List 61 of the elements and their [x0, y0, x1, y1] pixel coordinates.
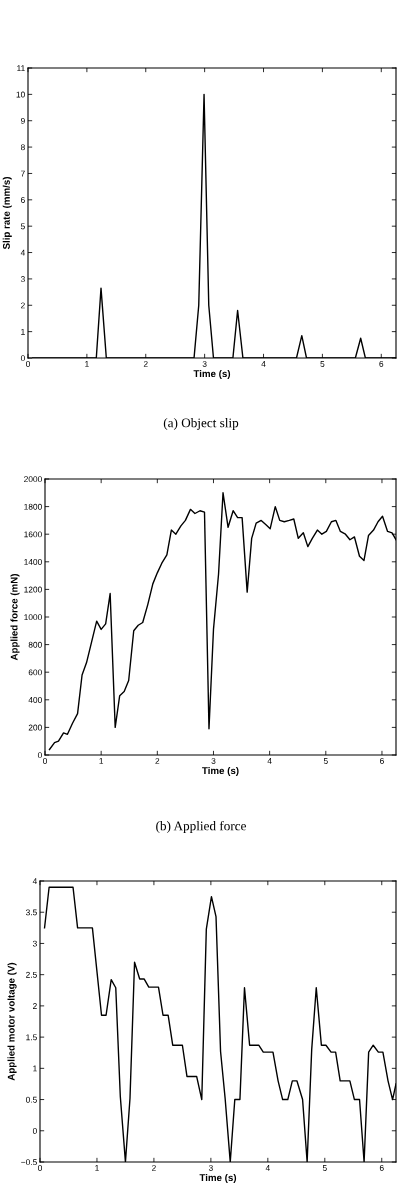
- y-tick-label: 400: [28, 697, 42, 703]
- y-tick-label: 7: [21, 170, 25, 177]
- x-tick-label: 1: [95, 1165, 99, 1171]
- x-tick-label: 1: [99, 758, 104, 764]
- y-tick-label: 1200: [24, 586, 42, 593]
- text: (b) Applied force: [156, 820, 246, 834]
- y-tick-label: 200: [28, 724, 42, 731]
- y-axis-title: Applied motor voltage (V): [7, 962, 17, 1081]
- y-tick-label: 0: [32, 1127, 37, 1134]
- y-tick-label: 1.5: [26, 1034, 37, 1041]
- x-tick-label: 4: [267, 758, 272, 764]
- y-tick-label: 4: [20, 249, 25, 256]
- y-tick-label: 3: [32, 940, 37, 947]
- y-tick-label: 1: [21, 328, 25, 335]
- x-tick-label: 5: [322, 1165, 327, 1171]
- x-axis-title: Time (s): [202, 766, 239, 776]
- y-tick-label: 3: [20, 276, 25, 283]
- text: (a) Object slip: [163, 418, 239, 430]
- x-tick-label: 6: [380, 758, 384, 764]
- y-tick-label: 2: [33, 1003, 37, 1009]
- x-tick-label: 4: [261, 361, 266, 367]
- y-tick-label: 4: [32, 878, 37, 885]
- x-tick-label: 6: [379, 361, 384, 367]
- y-tick-label: 1000: [24, 614, 42, 621]
- y-tick-label: 3.5: [25, 909, 37, 916]
- y-tick-label: 1: [33, 1065, 37, 1072]
- y-tick-label: 10: [16, 91, 25, 98]
- y-tick-label: 1800: [24, 503, 42, 510]
- x-tick-label: 3: [211, 758, 216, 764]
- x-tick-label: 2: [143, 361, 148, 367]
- x-axis-title: Time (s): [193, 369, 231, 379]
- x-tick-label: 6: [379, 1165, 384, 1171]
- x-tick-label: 2: [155, 758, 160, 764]
- y-tick-label: 2.5: [26, 971, 37, 978]
- y-tick-label: 0: [20, 355, 25, 362]
- y-tick-label: 800: [28, 641, 42, 648]
- x-tick-label: 4: [265, 1165, 270, 1171]
- x-tick-label: 3: [202, 361, 207, 367]
- y-tick-label: −0.5: [21, 1159, 37, 1166]
- y-tick-label: 6: [21, 197, 25, 203]
- y-tick-label: 0: [37, 752, 42, 759]
- x-tick-label: 2: [152, 1165, 156, 1171]
- y-tick-label: 11: [17, 65, 25, 72]
- line-series: [43, 886, 396, 1162]
- y-tick-label: 1400: [24, 559, 42, 565]
- y-tick-label: 9: [20, 117, 25, 124]
- x-tick-label: 5: [323, 758, 328, 764]
- x-tick-label: 1: [85, 361, 89, 367]
- x-tick-label: 3: [208, 1165, 213, 1171]
- x-tick-label: 0: [43, 758, 47, 764]
- y-tick-label: 5: [20, 223, 25, 230]
- y-axis-title: Applied force (mN): [10, 574, 20, 661]
- y-tick-label: 8: [20, 144, 25, 151]
- x-tick-label: 5: [320, 361, 325, 367]
- y-tick-label: 0.5: [25, 1096, 37, 1103]
- x-axis-title: Time (s): [199, 1173, 237, 1183]
- y-tick-label: 2000: [24, 476, 42, 483]
- y-tick-label: 2: [21, 302, 25, 309]
- y-tick-label: 1600: [24, 531, 42, 538]
- y-tick-label: 600: [28, 669, 42, 676]
- y-axis-title: Slip rate (mm/s): [2, 177, 12, 250]
